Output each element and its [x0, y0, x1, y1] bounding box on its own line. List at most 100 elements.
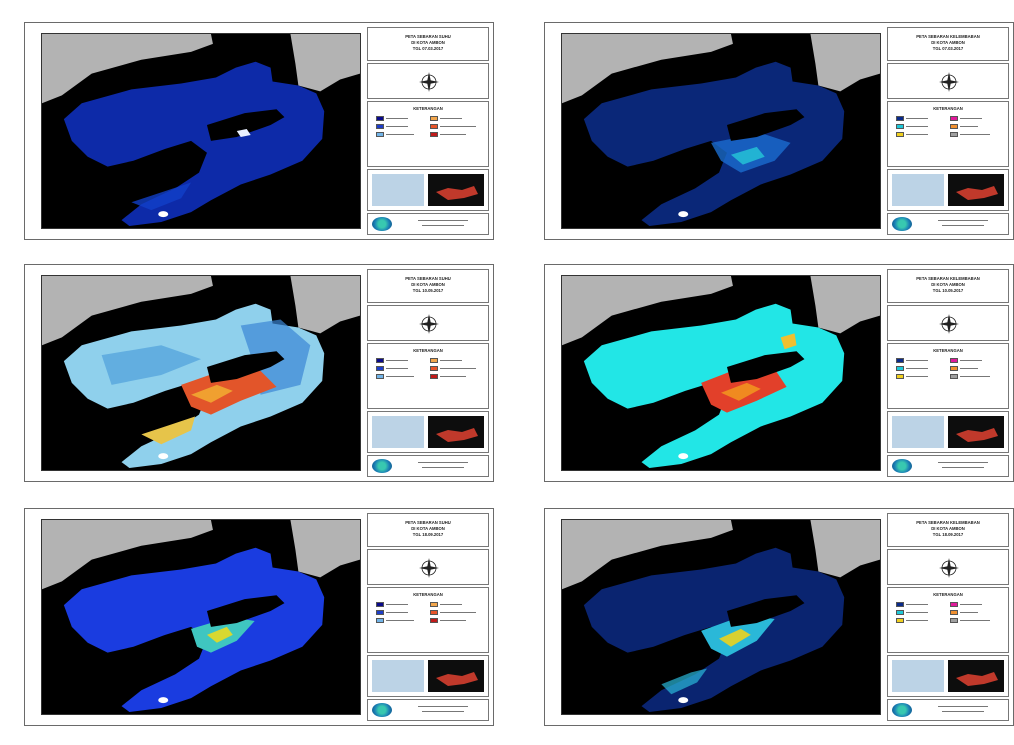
title-line: TGL 10.05.2017 — [932, 288, 964, 293]
legend-swatch — [950, 610, 958, 615]
title-line: DI KOTA AMBON — [931, 526, 965, 531]
map-title: PETA SEBARAN KELEMBABAN DI KOTA AMBON TG… — [887, 513, 1009, 547]
legend-swatch — [896, 124, 904, 129]
map-frame — [561, 33, 881, 229]
legend-box: KETERANGAN — [367, 343, 489, 409]
legend-header: KETERANGAN — [933, 106, 963, 111]
institution-box — [887, 699, 1009, 721]
compass-box — [887, 549, 1009, 585]
institution-logo-icon — [372, 459, 392, 473]
compass-box — [367, 305, 489, 341]
legend-swatch — [430, 124, 438, 129]
map-frame — [41, 275, 361, 471]
map-svg — [562, 276, 880, 470]
institution-box — [367, 455, 489, 477]
title-line: TGL 18.09.2017 — [932, 532, 964, 537]
map-legend-column: PETA SEBARAN KELEMBABAN DI KOTA AMBON TG… — [887, 513, 1009, 721]
legend-swatch — [376, 132, 384, 137]
compass-rose-icon — [939, 314, 959, 334]
legend-swatch — [896, 358, 904, 363]
inset-maps — [367, 169, 489, 211]
legend-swatch — [950, 618, 958, 623]
title-line: TGL 07.03.2017 — [932, 46, 964, 51]
legend-swatch — [896, 610, 904, 615]
legend-swatch — [376, 124, 384, 129]
map-panel-5: PETA SEBARAN SUHU DI KOTA AMBON TGL 18.0… — [24, 508, 494, 726]
map-title: PETA SEBARAN SUHU DI KOTA AMBON TGL 07.0… — [367, 27, 489, 61]
inset-map-location — [948, 416, 1004, 448]
map-svg — [42, 276, 360, 470]
institution-logo-icon — [892, 217, 912, 231]
map-title: PETA SEBARAN KELEMBABAN DI KOTA AMBON TG… — [887, 27, 1009, 61]
title-line: DI KOTA AMBON — [411, 526, 445, 531]
inset-map-region — [372, 416, 424, 448]
map-svg — [562, 520, 880, 714]
compass-rose-icon — [939, 72, 959, 92]
title-line: PETA SEBARAN KELEMBABAN — [916, 520, 980, 525]
inset-map-region — [372, 660, 424, 692]
legend-swatch — [950, 374, 958, 379]
inset-map-location — [428, 660, 484, 692]
inset-map-location — [428, 416, 484, 448]
legend-swatch — [376, 618, 384, 623]
inset-map-location — [948, 660, 1004, 692]
legend-swatch — [430, 374, 438, 379]
compass-box — [887, 305, 1009, 341]
map-panel-4: PETA SEBARAN KELEMBABAN DI KOTA AMBON TG… — [544, 264, 1014, 482]
legend-swatch — [896, 374, 904, 379]
legend-header: KETERANGAN — [933, 592, 963, 597]
map-legend-column: PETA SEBARAN KELEMBABAN DI KOTA AMBON TG… — [887, 27, 1009, 235]
inset-maps — [367, 655, 489, 697]
legend-swatch — [896, 618, 904, 623]
legend-box: KETERANGAN — [887, 101, 1009, 167]
legend-header: KETERANGAN — [413, 106, 443, 111]
map-panel-3: PETA SEBARAN SUHU DI KOTA AMBON TGL 10.0… — [24, 264, 494, 482]
inset-map-region — [892, 416, 944, 448]
legend-swatch — [950, 124, 958, 129]
legend-swatch — [376, 602, 384, 607]
title-line: PETA SEBARAN SUHU — [405, 34, 451, 39]
map-title: PETA SEBARAN SUHU DI KOTA AMBON TGL 18.0… — [367, 513, 489, 547]
compass-box — [367, 63, 489, 99]
compass-rose-icon — [939, 558, 959, 578]
legend-swatch — [950, 358, 958, 363]
legend-swatch — [950, 116, 958, 121]
legend-swatch — [430, 132, 438, 137]
map-legend-column: PETA SEBARAN SUHU DI KOTA AMBON TGL 18.0… — [367, 513, 489, 721]
title-line: PETA SEBARAN SUHU — [405, 276, 451, 281]
legend-swatch — [430, 358, 438, 363]
legend-swatch — [950, 366, 958, 371]
institution-box — [367, 699, 489, 721]
inset-map-region — [892, 660, 944, 692]
legend-swatch — [376, 366, 384, 371]
legend-swatch — [896, 116, 904, 121]
compass-box — [887, 63, 1009, 99]
legend-swatch — [430, 618, 438, 623]
map-svg — [42, 520, 360, 714]
title-line: PETA SEBARAN KELEMBABAN — [916, 276, 980, 281]
title-line: DI KOTA AMBON — [931, 282, 965, 287]
compass-rose-icon — [419, 72, 439, 92]
legend-box: KETERANGAN — [887, 343, 1009, 409]
legend-header: KETERANGAN — [933, 348, 963, 353]
title-line: TGL 07.03.2017 — [412, 46, 444, 51]
legend-swatch — [376, 116, 384, 121]
title-line: TGL 10.05.2017 — [412, 288, 444, 293]
legend-header: KETERANGAN — [413, 348, 443, 353]
inset-maps — [367, 411, 489, 453]
map-panel-1: PETA SEBARAN SUHU DI KOTA AMBON TGL 07.0… — [24, 22, 494, 240]
title-line: DI KOTA AMBON — [411, 40, 445, 45]
institution-logo-icon — [892, 459, 912, 473]
map-panel-2: PETA SEBARAN KELEMBABAN DI KOTA AMBON TG… — [544, 22, 1014, 240]
institution-box — [887, 213, 1009, 235]
inset-maps — [887, 655, 1009, 697]
inset-map-region — [372, 174, 424, 206]
inset-maps — [887, 411, 1009, 453]
title-line: PETA SEBARAN KELEMBABAN — [916, 34, 980, 39]
inset-map-location — [428, 174, 484, 206]
map-panel-6: PETA SEBARAN KELEMBABAN DI KOTA AMBON TG… — [544, 508, 1014, 726]
map-svg — [42, 34, 360, 228]
title-line: TGL 18.09.2017 — [412, 532, 444, 537]
title-line: DI KOTA AMBON — [411, 282, 445, 287]
title-line: DI KOTA AMBON — [931, 40, 965, 45]
